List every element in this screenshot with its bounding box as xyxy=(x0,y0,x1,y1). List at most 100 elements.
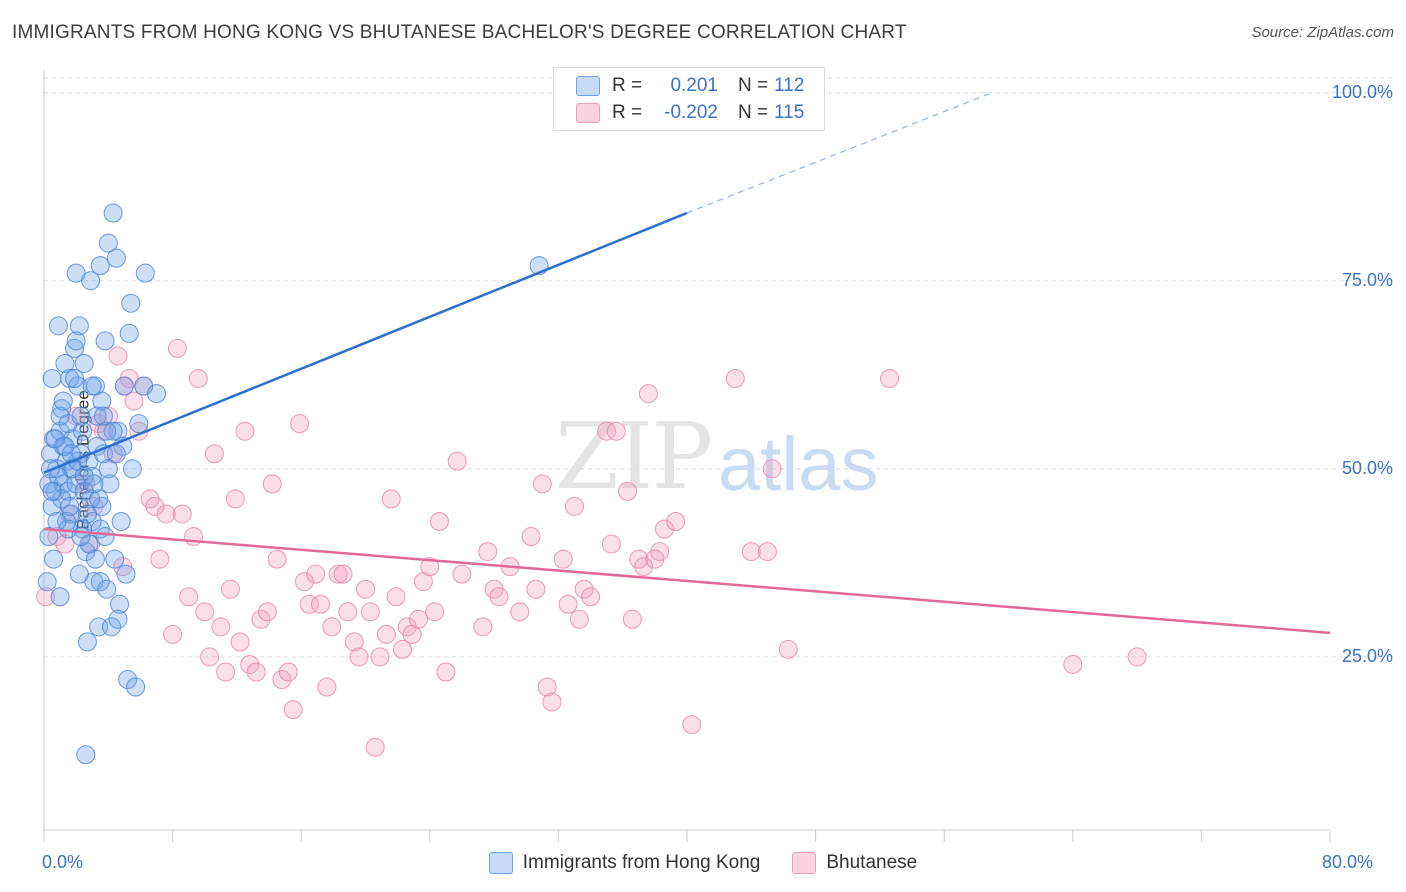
bhutanese-point xyxy=(240,654,260,674)
hongkong-point xyxy=(119,323,139,343)
bhutanese-point xyxy=(638,384,658,404)
hongkong-point xyxy=(100,474,120,494)
bhutanese-point xyxy=(167,338,187,358)
bhutanese-point xyxy=(510,602,530,622)
bhutanese-point xyxy=(195,602,215,622)
hongkong-point xyxy=(55,353,75,373)
hongkong-point xyxy=(81,489,101,509)
hongkong-point xyxy=(82,466,102,486)
bhutanese-point xyxy=(322,617,342,637)
legend-label-hongkong: Immigrants from Hong Kong xyxy=(522,852,761,873)
hongkong-point xyxy=(90,256,110,276)
y-tick-label-75: 75.0% xyxy=(1341,269,1393,290)
bhutanese-point xyxy=(370,647,390,667)
hongkong-point xyxy=(81,271,101,291)
series-legend: Immigrants from Hong Kong Bhutanese xyxy=(0,852,1406,874)
bhutanese-point xyxy=(163,624,183,644)
bhutanese-point xyxy=(569,609,589,629)
bhutanese-point xyxy=(778,639,798,659)
legend-item-bhutanese[interactable]: Bhutanese xyxy=(792,852,917,874)
hongkong-point xyxy=(69,564,89,584)
hongkong-point xyxy=(50,587,70,607)
bhutanese-point xyxy=(654,519,674,539)
bhutanese-point xyxy=(564,496,584,516)
bhutanese-point xyxy=(220,579,240,599)
bhutanese-point xyxy=(216,662,236,682)
bhutanese-point xyxy=(360,602,380,622)
hongkong-point xyxy=(103,203,123,223)
bhutanese-point xyxy=(76,474,96,494)
bhutanese-point xyxy=(283,700,303,720)
hongkong-point xyxy=(118,670,138,690)
stats-legend: R = 0.201 N = 112 R = -0.202 N = 115 xyxy=(553,67,825,131)
hongkong-point xyxy=(69,316,89,336)
bhutanese-point xyxy=(757,542,777,562)
watermark-atlas: atlas xyxy=(718,422,879,507)
bhutanese-point xyxy=(47,527,67,547)
bhutanese-point xyxy=(526,579,546,599)
hongkong-point xyxy=(95,331,115,351)
r-value: -0.202 xyxy=(664,102,718,123)
bhutanese-point xyxy=(328,564,348,584)
legend-label-bhutanese: Bhutanese xyxy=(826,852,918,873)
bhutanese-point xyxy=(880,369,900,389)
stats-row-hongkong: R = 0.201 N = 112 xyxy=(576,74,804,98)
axes xyxy=(43,70,1331,842)
x-tick-label-max: 80.0% xyxy=(1322,852,1374,872)
hongkong-point xyxy=(90,572,110,592)
hongkong-point xyxy=(53,391,73,411)
hongkong-point xyxy=(110,594,130,614)
stats-row-bhutanese: R = -0.202 N = 115 xyxy=(576,101,804,125)
bhutanese-point xyxy=(762,459,782,479)
hongkong-point xyxy=(44,549,64,569)
bhutanese-point xyxy=(606,421,626,441)
hongkong-point xyxy=(95,527,115,547)
bhutanese-point xyxy=(597,421,617,441)
bhutanese-point xyxy=(188,369,208,389)
legend-item-hongkong[interactable]: Immigrants from Hong Kong xyxy=(488,852,761,874)
hongkong-point xyxy=(106,248,126,268)
bhutanese-points xyxy=(36,338,1147,757)
hongkong-point xyxy=(122,459,142,479)
hongkong-point xyxy=(48,316,68,336)
hongkong-point xyxy=(60,369,80,389)
n-value: 112 xyxy=(774,75,805,96)
bhutanese-point xyxy=(278,662,298,682)
bhutanese-point xyxy=(478,542,498,562)
bhutanese-point xyxy=(338,602,358,622)
hongkong-point xyxy=(121,293,141,313)
bhutanese-point xyxy=(622,609,642,629)
bhutanese-point xyxy=(124,391,144,411)
y-tick-label-100: 100.0% xyxy=(1331,81,1393,102)
bhutanese-point xyxy=(574,579,594,599)
bhutanese-point xyxy=(349,647,369,667)
bhutanese-point xyxy=(452,564,472,584)
bhutanese-legend-swatch xyxy=(792,852,817,874)
bhutanese-point xyxy=(420,557,440,577)
bhutanese-point xyxy=(225,489,245,509)
hongkong-point xyxy=(74,466,94,486)
bhutanese-point xyxy=(156,504,176,524)
bhutanese-point xyxy=(725,369,745,389)
hongkong-point xyxy=(111,511,131,531)
bhutanese-point xyxy=(409,609,429,629)
bhutanese-point xyxy=(429,511,449,531)
hongkong-point xyxy=(52,489,72,509)
bhutanese-point xyxy=(108,346,128,366)
hongkong-point xyxy=(47,511,67,531)
hongkong-point xyxy=(103,421,123,441)
hongkong-point xyxy=(98,459,118,479)
bhutanese-point xyxy=(537,677,557,697)
hongkong-point xyxy=(126,677,146,697)
watermark-zip: ZIP xyxy=(555,403,711,510)
bhutanese-point xyxy=(36,587,56,607)
bhutanese-point xyxy=(447,451,467,471)
bhutanese-point xyxy=(262,474,282,494)
bhutanese-point xyxy=(344,632,364,652)
bhutanese-swatch xyxy=(576,103,600,123)
bhutanese-point xyxy=(381,489,401,509)
bhutanese-point xyxy=(267,549,287,569)
bhutanese-point xyxy=(333,564,353,584)
source-label: Source: ZipAtlas.com xyxy=(1251,24,1394,41)
